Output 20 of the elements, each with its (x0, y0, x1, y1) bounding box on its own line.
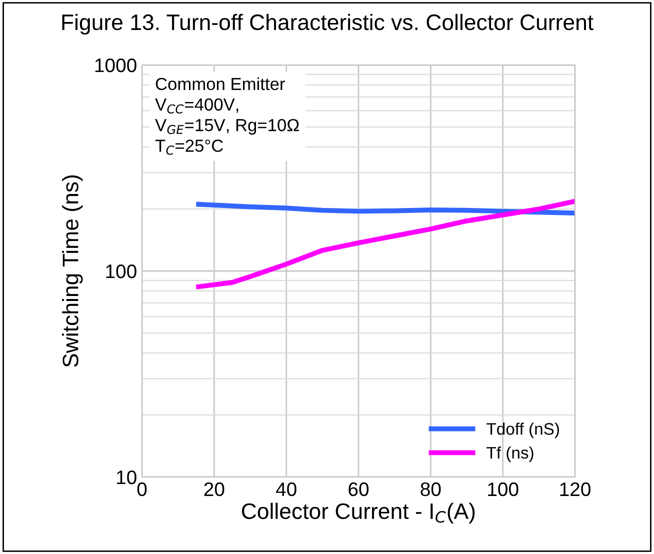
x-tick-label: 80 (420, 482, 441, 496)
legend-label: Tf (ns) (486, 446, 534, 462)
y-axis-title: Switching Time (ns) (62, 175, 83, 367)
annotation: V$_{CC}$=400V, (155, 98, 238, 114)
x-tick-label: 40 (276, 482, 296, 496)
x-tick-label: 60 (348, 482, 369, 496)
x-tick-label: 20 (204, 482, 224, 496)
annotation: V$_{GE}$=15V, Rg=10Ω (155, 118, 299, 135)
annotation: T$_{C}$=25°C (155, 140, 223, 155)
annotation: Common Emitter (156, 77, 285, 90)
x-tick-label: 100 (488, 482, 518, 496)
y-tick-label: 10 (116, 470, 136, 484)
x-axis-title: Collector Current - I$_{C}$(A) (242, 502, 475, 524)
y-tick-label: 100 (106, 264, 136, 278)
legend-label: Tdoff (nS) (486, 422, 559, 438)
x-tick-label: 0 (137, 482, 147, 496)
line-series (194, 198, 575, 290)
y-tick-label: 1000 (95, 58, 136, 72)
x-tick-label: 120 (560, 482, 590, 496)
chart-title: Figure 13. Turn-off Characteristic vs. Collector Current (62, 14, 594, 35)
